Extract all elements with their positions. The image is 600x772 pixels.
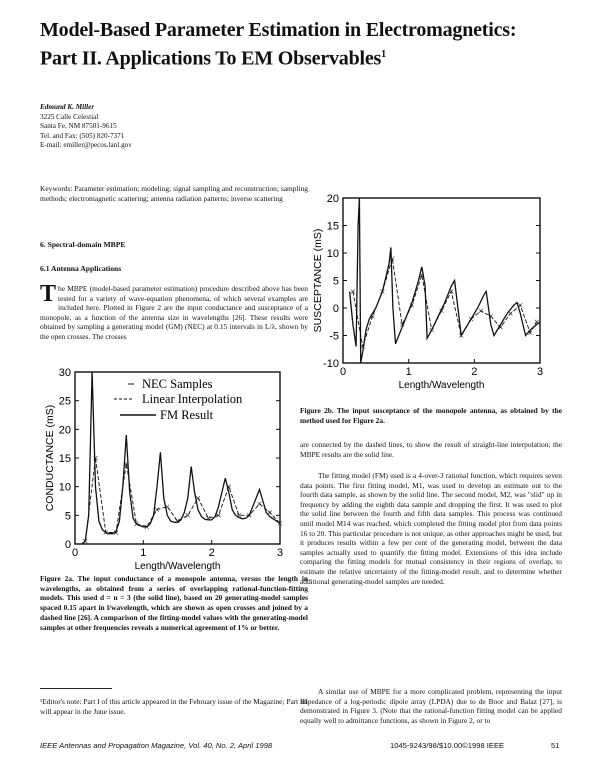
series-line-interpolation bbox=[84, 457, 281, 542]
y-tick-label: 10 bbox=[327, 248, 339, 260]
section-heading: 6. Spectral-domain MBPE bbox=[40, 240, 126, 249]
x-tick-label: 3 bbox=[537, 366, 543, 378]
series-line-fm-result bbox=[348, 197, 541, 364]
legend-entry: Linear Interpolation bbox=[142, 392, 243, 406]
figure-2a-caption: Figure 2a. The input conductance of a mo… bbox=[40, 574, 308, 632]
x-tick-label: 1 bbox=[406, 366, 412, 378]
y-axis-label: SUSCEPTANCE (mS) bbox=[312, 229, 324, 333]
x-tick-label: 3 bbox=[277, 547, 283, 559]
article-title-line1: Model-Based Parameter Estimation in Elec… bbox=[40, 19, 517, 41]
y-tick-label: 30 bbox=[59, 367, 71, 379]
y-tick-label: 5 bbox=[333, 276, 339, 288]
series-line-fm-result bbox=[81, 371, 281, 545]
x-tick-label: 2 bbox=[209, 547, 215, 559]
footer-copyright: 1045-9243/98/$10.00©1998 IEEE bbox=[390, 741, 505, 750]
author-phone: Tel. and Fax: (505) 820-7371 bbox=[40, 131, 125, 140]
figure-2b-susceptance-chart: 0 1 2 3 -10 -5 0 5 10 15 20 Length/Wavelength SUSCEP… bbox=[312, 193, 543, 391]
y-tick-label: 0 bbox=[333, 303, 339, 315]
title-text: Part II. Applications To EM Observables bbox=[40, 47, 382, 70]
subsection-heading: 6.1 Antenna Applications bbox=[40, 264, 122, 273]
figure-2a-conductance-chart: 0 1 2 3051015202530Length/WavelengthCONDUCT… bbox=[44, 367, 283, 572]
y-tick-label: 15 bbox=[327, 221, 339, 233]
x-axis-label: Length/Wavelength bbox=[135, 561, 221, 572]
x-tick-label: 0 bbox=[340, 366, 346, 378]
data-point-sample bbox=[350, 289, 356, 294]
x-tick-label: 1 bbox=[140, 547, 146, 559]
footer-journal: IEEE Antennas and Propagation Magazine, … bbox=[40, 741, 273, 750]
body-paragraph-right-3: A similar use of MBPE for a more complic… bbox=[300, 687, 562, 725]
footnote-rule bbox=[40, 688, 112, 689]
x-axis-label: Length/Wavelength bbox=[399, 380, 485, 391]
footer-page-number: 51 bbox=[551, 741, 560, 750]
title-footnote-mark: 1 bbox=[381, 49, 386, 60]
y-tick-label: -5 bbox=[329, 331, 339, 343]
paragraph-text: he MBPE (model-based parameter estimatio… bbox=[40, 284, 308, 341]
author-address1: 3225 Calle Celestial bbox=[40, 112, 99, 121]
body-paragraph-right-1: are connected by the dashed lines, to sh… bbox=[300, 440, 562, 459]
y-tick-label: 20 bbox=[327, 193, 339, 205]
legend-entry: NEC Samples bbox=[142, 377, 213, 391]
drop-cap: T bbox=[40, 281, 57, 307]
author-block: Edmund K. Miller 3225 Calle Celestial Sa… bbox=[40, 103, 132, 151]
author-name: Edmund K. Miller bbox=[40, 103, 95, 111]
keywords: Keywords: Parameter estimation; modeling… bbox=[40, 184, 308, 203]
author-email: E-mail: emiller@pecos.lanl.gov bbox=[40, 141, 132, 150]
legend-entry: FM Result bbox=[160, 408, 214, 422]
body-paragraph-right-2: The fitting model (FM) used is a 4-over-… bbox=[300, 471, 562, 586]
y-tick-label: -10 bbox=[323, 358, 339, 370]
y-tick-label: 5 bbox=[65, 510, 71, 522]
x-tick-label: 0 bbox=[72, 547, 78, 559]
y-tick-label: 15 bbox=[59, 453, 71, 465]
y-tick-label: 10 bbox=[59, 482, 71, 494]
plot-frame bbox=[342, 197, 541, 364]
data-point-sample bbox=[185, 513, 191, 518]
article-title-line2: Part II. Applications To EM Observables1 bbox=[40, 44, 386, 70]
y-axis-label: CONDUCTANCE (mS) bbox=[44, 405, 56, 512]
x-tick-label: 2 bbox=[471, 366, 477, 378]
y-tick-label: 25 bbox=[59, 396, 71, 408]
author-address2: Santa Fe, NM 87501-9615 bbox=[40, 122, 117, 131]
figure-2b-caption: Figure 2b. The input susceptance of the … bbox=[300, 406, 562, 425]
y-tick-label: 0 bbox=[65, 539, 71, 551]
footnote: ¹Editor's note: Part I of this article a… bbox=[40, 697, 308, 716]
y-tick-label: 20 bbox=[59, 424, 71, 436]
